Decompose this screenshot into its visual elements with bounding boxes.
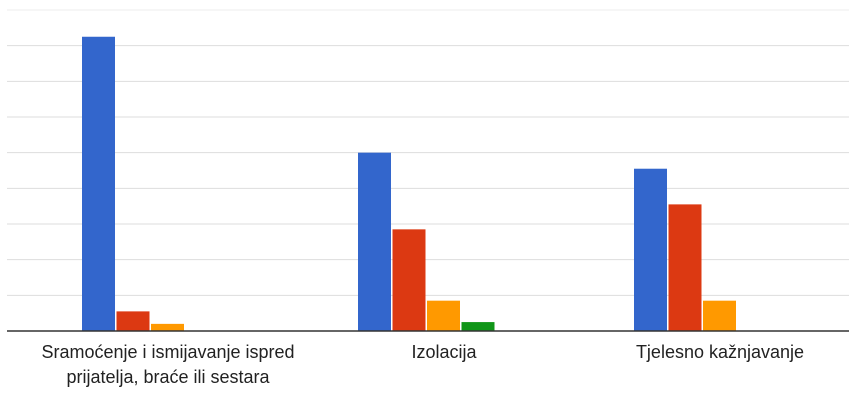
bar — [151, 323, 184, 331]
bar — [392, 229, 426, 331]
x-tick-label: Izolacija — [411, 342, 477, 362]
bar — [358, 152, 391, 331]
bar — [668, 204, 702, 331]
bar — [703, 300, 736, 331]
x-tick-label: Sramoćenje i ismijavanje ispred prijatel… — [41, 342, 295, 387]
bar — [116, 311, 150, 331]
x-tick-label: Tjelesno kažnjavanje — [635, 342, 805, 362]
bar — [461, 322, 495, 331]
bar — [634, 168, 667, 331]
bar — [427, 300, 460, 331]
bar — [82, 36, 115, 331]
